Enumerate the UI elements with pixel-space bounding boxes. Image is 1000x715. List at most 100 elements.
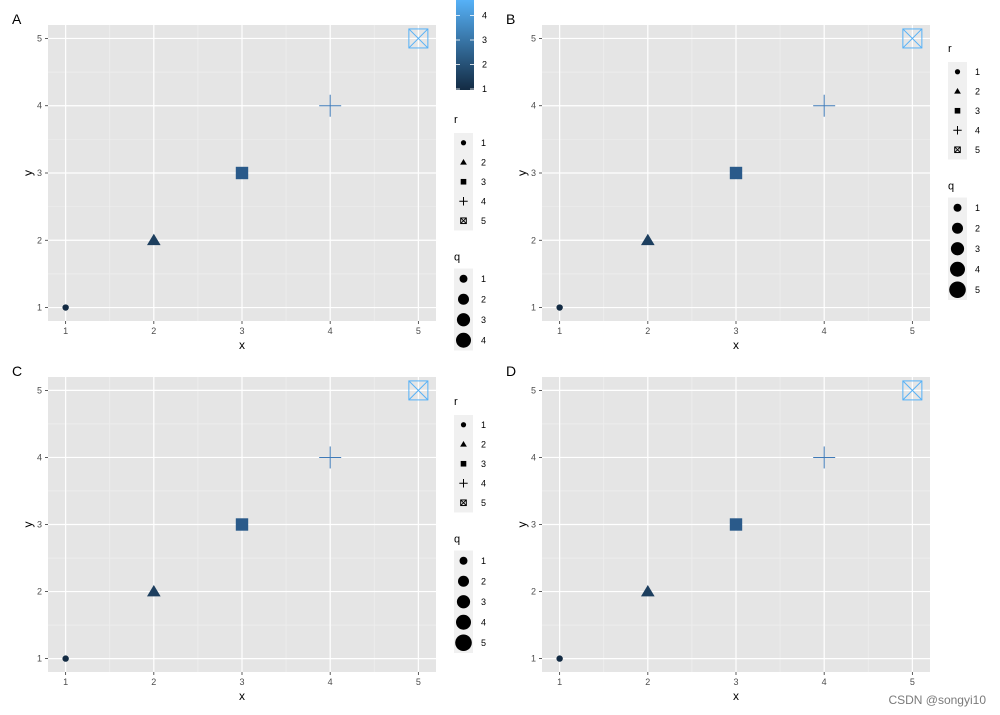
x-tick-label: 1 [63,326,68,336]
data-point-5 [902,28,923,49]
x-tick-label: 3 [733,326,738,336]
y-tick-label: 2 [531,235,536,245]
x-tick-label: 4 [822,677,827,687]
legend-size-4 [456,614,471,630]
data-point-3 [235,166,249,180]
y-axis-title: y [515,522,529,528]
x-tick-label: 4 [822,326,827,336]
legend-shape-2 [460,159,467,165]
data-point-1 [62,304,69,311]
y-tick-label: 4 [531,452,536,462]
y-tick-label: 5 [531,385,536,395]
legend-label-shape: 3 [481,177,486,187]
legend-size-3 [950,242,965,256]
x-tick-label: 5 [416,326,421,336]
data-point-5 [408,380,429,401]
legend-label-shape: 5 [481,498,486,508]
x-tick-label: 1 [557,326,562,336]
legend-label-size: 1 [481,556,486,566]
y-tick-label: 1 [531,303,536,313]
legend-title-shape: r [454,114,458,126]
legend-label-shape: 5 [975,145,980,155]
y-axis-title: y [515,170,529,176]
legend-label-size: 3 [481,315,486,325]
legend-size-1 [953,203,962,212]
data-point-4 [319,446,342,469]
x-tick-label: 4 [328,326,333,336]
y-axis-title: y [21,170,35,176]
y-tick-label: 4 [531,101,536,111]
y-tick-label: 3 [531,168,536,178]
legend-shape-4 [459,197,468,206]
legend-label-shape: 2 [481,158,486,168]
legend-size-5 [949,281,966,299]
x-tick-label: 5 [910,677,915,687]
data-point-1 [62,655,69,662]
chart-panel-b: B 1 2 3 4 5 1 2 3 4 5 x y r 1 2 3 4 5 q 1 2 3 4 5 [506,11,980,352]
legend-label-size: 5 [481,638,486,648]
legend-title-shape: r [454,396,458,408]
chart-panel-d: D 1 2 3 4 5 1 2 3 4 5 x y [506,363,930,703]
data-point-1 [556,655,563,662]
legend-size-3 [456,313,471,327]
legend-shape-3 [460,178,467,185]
panel-tag: C [12,363,22,379]
legend-label-shape: 3 [481,459,486,469]
legend-shape-2 [460,441,467,447]
chart-panel-a: A 1 2 3 4 5 1 2 3 4 5 x y 1 2 3 4 r 1 2 3 4 5 q 1 2 3 4 [12,0,487,352]
x-axis-title: x [733,338,739,352]
x-tick-label: 1 [63,677,68,687]
y-tick-label: 2 [531,587,536,597]
data-point-2 [640,585,655,597]
legend-label-shape: 2 [481,440,486,450]
data-point-3 [235,518,249,531]
legend-shape-5 [954,146,961,154]
legend-label-shape: 4 [975,126,980,136]
legend-size-1 [459,274,468,283]
data-point-1 [556,304,563,311]
legend-label-shape: 1 [481,420,486,430]
y-tick-label: 4 [37,101,42,111]
x-tick-label: 3 [239,326,244,336]
legend-label-shape: 4 [481,479,486,489]
legend-label-size: 2 [481,295,486,305]
panel-tag: D [506,363,516,379]
y-tick-label: 1 [37,303,42,313]
legend-shape-4 [459,479,468,488]
watermark: CSDN @songyi10 [888,693,986,707]
legend-label-shape: 2 [975,87,980,97]
legend-size-4 [456,332,471,348]
y-tick-label: 2 [37,587,42,597]
colorbar-label: 2 [482,60,487,70]
legend-label-shape: 1 [481,138,486,148]
legend-size-1 [459,556,468,565]
legend-label-size: 1 [481,274,486,284]
legend-size-2 [458,293,469,305]
data-point-5 [902,380,923,401]
legend-shape-1 [460,140,467,146]
x-tick-label: 3 [733,677,738,687]
legend-label-shape: 5 [481,216,486,226]
legend-title-shape: r [948,43,952,55]
panel-tag: B [506,11,515,27]
x-tick-label: 5 [416,677,421,687]
legend-size-4 [950,261,965,277]
data-point-4 [813,446,836,469]
y-tick-label: 5 [37,33,42,43]
data-point-4 [813,94,836,117]
colorbar-label: 1 [482,84,487,94]
y-tick-label: 4 [37,452,42,462]
chart-panel-c: C 1 2 3 4 5 1 2 3 4 5 x y r 1 2 3 4 5 q 1 2 3 4 5 [12,363,486,703]
x-axis-title: x [239,338,245,352]
data-point-3 [729,166,743,180]
legend-label-size: 5 [975,285,980,295]
y-tick-label: 3 [531,520,536,530]
legend-title-size: q [454,534,460,546]
legend-shape-3 [954,107,961,114]
legend-label-size: 4 [481,618,486,628]
colorbar-label: 4 [482,11,487,21]
x-tick-label: 2 [645,326,650,336]
x-tick-label: 1 [557,677,562,687]
legend-size-5 [455,634,472,652]
